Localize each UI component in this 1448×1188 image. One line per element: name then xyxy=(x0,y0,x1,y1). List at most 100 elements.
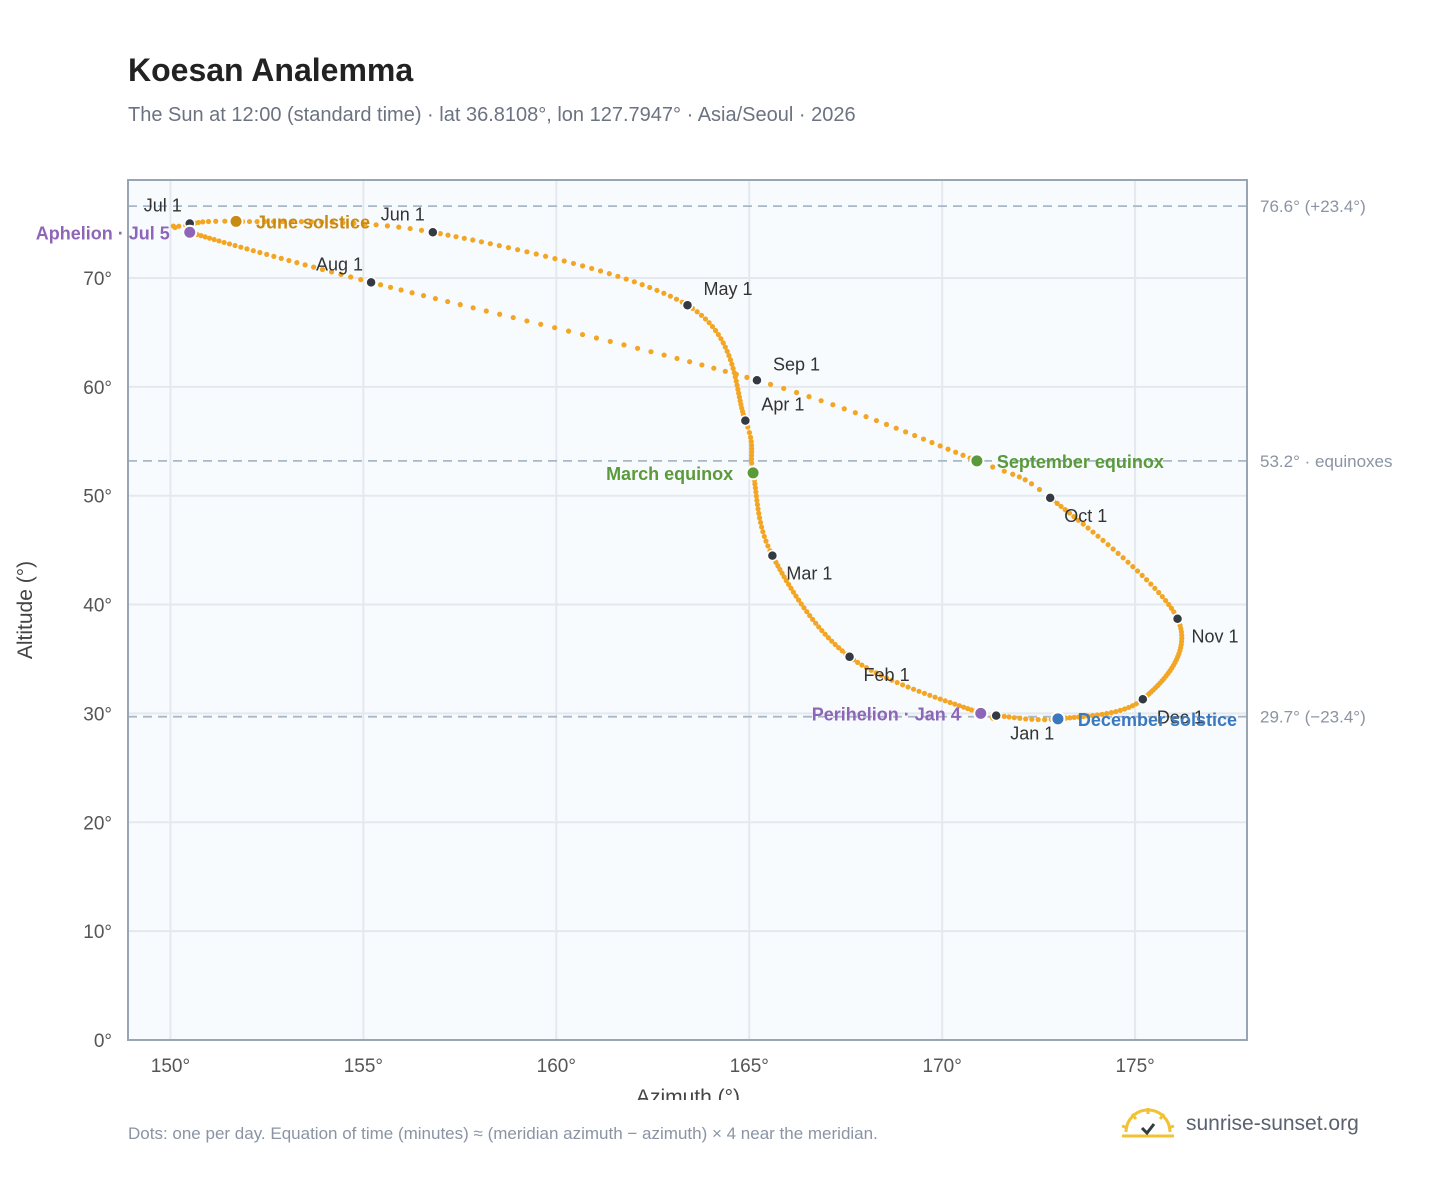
daily-sun-dot xyxy=(1080,713,1086,720)
daily-sun-dot xyxy=(1148,581,1154,587)
daily-sun-dot xyxy=(270,218,277,225)
daily-sun-dot xyxy=(213,218,219,224)
daily-sun-dot xyxy=(883,675,890,681)
daily-sun-dot xyxy=(1016,474,1022,480)
daily-sun-dot xyxy=(729,361,735,367)
daily-sun-dot xyxy=(623,276,629,282)
x-tick-label: 155° xyxy=(344,1056,383,1077)
y-tick-label: 60° xyxy=(83,378,112,399)
daily-sun-dot xyxy=(1001,713,1007,720)
event-marker-dot xyxy=(969,453,985,469)
daily-sun-dot xyxy=(744,374,750,380)
daily-sun-dot xyxy=(1090,712,1096,719)
daily-sun-dot xyxy=(852,410,858,416)
daily-sun-dot xyxy=(806,393,812,400)
daily-sun-dot xyxy=(377,282,384,288)
daily-sun-dot xyxy=(654,287,660,293)
y-axis-ticks: 0° 10° 20° 30° 40° 50° 60° 70° xyxy=(83,269,112,1052)
daily-sun-dot xyxy=(1075,517,1082,523)
reference-line-label: 53.2° · equinoxes xyxy=(1260,452,1393,471)
daily-sun-dot xyxy=(1113,708,1119,715)
x-tick-label: 160° xyxy=(537,1056,576,1077)
daily-sun-dot xyxy=(868,667,874,673)
daily-sun-dot xyxy=(945,446,951,452)
daily-sun-dot xyxy=(1062,507,1068,513)
month-marker-dot xyxy=(751,374,763,387)
daily-sun-dot xyxy=(1006,714,1012,720)
daily-sun-dot xyxy=(407,225,413,232)
daily-sun-dot xyxy=(634,345,641,351)
daily-sun-dot xyxy=(746,429,753,436)
daily-sun-dot xyxy=(538,321,544,327)
daily-sun-dot xyxy=(832,641,838,648)
daily-sun-dot xyxy=(748,442,755,448)
daily-sun-dot xyxy=(1017,715,1023,721)
month-marker-dot xyxy=(1137,693,1149,706)
event-markers: June solstice March equinox September equi… xyxy=(36,212,1237,729)
daily-sun-dot xyxy=(699,362,705,368)
daily-sun-dot xyxy=(437,231,443,237)
daily-sun-dot xyxy=(373,222,379,228)
daily-sun-dot xyxy=(859,662,865,668)
daily-sun-dot xyxy=(1120,555,1126,561)
reference-line-label: 76.6° (+23.4°) xyxy=(1260,197,1366,216)
daily-sun-dot xyxy=(878,672,884,678)
daily-sun-dot xyxy=(319,266,326,273)
daily-sun-dot xyxy=(254,218,260,225)
month-marker-dot xyxy=(681,299,694,311)
daily-sun-dot xyxy=(937,696,943,702)
daily-sun-dot xyxy=(432,295,439,302)
event-marker-dot xyxy=(973,705,989,721)
daily-sun-dot xyxy=(718,336,724,342)
daily-sun-dot xyxy=(396,224,402,230)
daily-sun-dot xyxy=(420,293,427,299)
daily-sun-dot xyxy=(932,694,938,700)
daily-sun-dot xyxy=(362,221,368,227)
daily-sun-dot xyxy=(202,234,208,240)
daily-sun-dot xyxy=(206,235,213,241)
daily-sun-dot xyxy=(1042,717,1048,723)
daily-sun-dot xyxy=(338,271,344,278)
daily-sun-dot xyxy=(510,314,516,321)
chart-footnote: Dots: one per day. Equation of time (min… xyxy=(128,1124,878,1143)
daily-sun-dot xyxy=(1105,542,1111,548)
daily-sun-dot xyxy=(1126,704,1132,711)
x-tick-label: 150° xyxy=(151,1056,190,1077)
daily-sun-dot xyxy=(956,703,962,709)
x-axis-ticks: 150° 155° 160° 165° 170° 175° xyxy=(151,1056,1155,1077)
daily-sun-dot xyxy=(711,365,717,371)
daily-sun-dot xyxy=(912,432,918,439)
daily-sun-dot xyxy=(278,255,284,261)
daily-sun-dot xyxy=(319,219,325,225)
x-tick-label: 170° xyxy=(923,1056,962,1077)
plot-area xyxy=(128,180,1247,1040)
month-marker-dot xyxy=(843,651,856,663)
chart-subtitle: The Sun at 12:00 (standard time) · lat 3… xyxy=(128,104,856,126)
daily-sun-dot xyxy=(216,238,222,244)
daily-sun-dot xyxy=(735,386,741,392)
daily-sun-dot xyxy=(1095,533,1101,539)
daily-sun-dot xyxy=(1163,597,1169,604)
daily-sun-dot xyxy=(759,524,765,530)
daily-sun-dot xyxy=(607,338,613,345)
daily-sun-dot xyxy=(727,357,734,363)
daily-sun-dot xyxy=(328,269,335,275)
month-marker-label: Sep 1 xyxy=(773,354,820,374)
daily-sun-dot xyxy=(825,635,832,641)
daily-sun-dot xyxy=(542,253,549,259)
month-marker-label: Nov 1 xyxy=(1192,627,1239,647)
chart-title: Koesan Analemma xyxy=(128,52,414,88)
brand-name: sunrise-sunset.org xyxy=(1186,1112,1359,1135)
daily-sun-dot xyxy=(262,218,268,225)
daily-sun-dot xyxy=(816,624,822,630)
month-marker-dot xyxy=(1171,612,1184,625)
brand-logo[interactable]: sunrise-sunset.org xyxy=(1120,1104,1359,1144)
month-markers: Jan 1 Feb 1 Mar 1 Apr 1 May 1 Jun 1 Jul 1 Aug 1… xyxy=(144,196,1239,744)
daily-sun-dot xyxy=(722,344,728,350)
daily-sun-dot xyxy=(734,382,740,388)
daily-sun-dot xyxy=(1099,711,1105,717)
event-marker-dot xyxy=(745,465,761,481)
daily-sun-dot xyxy=(736,394,743,400)
daily-sun-dot xyxy=(920,436,927,442)
month-marker-dot xyxy=(990,709,1002,722)
